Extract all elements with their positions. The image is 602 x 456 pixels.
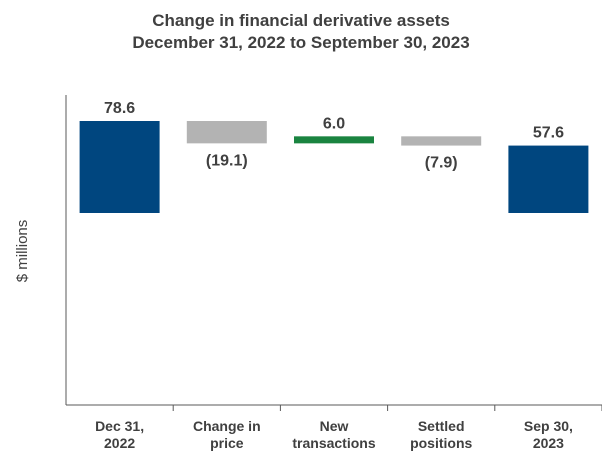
- bar-4: [401, 136, 482, 146]
- chart-title-block: Change in financial derivative assets De…: [0, 10, 602, 54]
- chart-title: Change in financial derivative assets: [152, 11, 450, 30]
- bar-2: [186, 121, 267, 144]
- chart-subtitle: December 31, 2022 to September 30, 2023: [132, 33, 470, 52]
- value-label-1: 78.6: [104, 100, 135, 117]
- value-label-3: 6.0: [323, 115, 345, 132]
- y-axis-label: $ millions: [14, 220, 31, 283]
- bar-5: [508, 145, 589, 213]
- bar-3: [294, 136, 374, 144]
- value-label-2: (19.1): [206, 152, 248, 169]
- category-label-3: New transactions: [292, 418, 375, 451]
- category-label-1: Dec 31, 2022: [95, 418, 144, 451]
- category-label-5: Sep 30, 2023: [524, 418, 573, 451]
- bar-1: [79, 121, 160, 213]
- category-label-4: Settled positions: [410, 418, 472, 451]
- category-label-2: Change in price: [193, 418, 261, 451]
- value-label-4: (7.9): [425, 155, 458, 172]
- value-label-5: 57.6: [533, 125, 564, 142]
